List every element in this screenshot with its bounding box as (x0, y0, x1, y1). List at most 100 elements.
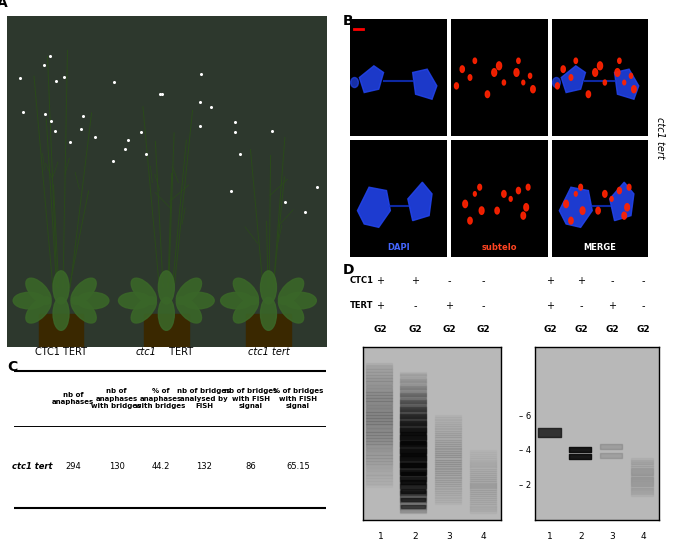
Text: G2: G2 (477, 325, 490, 334)
Ellipse shape (278, 278, 304, 304)
Ellipse shape (71, 278, 96, 304)
Ellipse shape (479, 207, 484, 214)
Ellipse shape (26, 278, 51, 304)
Ellipse shape (502, 191, 506, 197)
Polygon shape (413, 69, 437, 99)
Bar (39, 314, 84, 347)
Ellipse shape (261, 271, 276, 304)
Ellipse shape (278, 297, 304, 323)
Ellipse shape (158, 271, 175, 304)
Ellipse shape (77, 292, 109, 309)
Ellipse shape (350, 78, 359, 88)
Ellipse shape (131, 278, 156, 304)
Ellipse shape (485, 91, 490, 98)
Text: subtelo: subtelo (481, 243, 517, 253)
Text: B: B (343, 14, 354, 28)
Ellipse shape (627, 184, 631, 190)
Text: -: - (447, 276, 451, 286)
Ellipse shape (53, 271, 69, 304)
Ellipse shape (593, 69, 598, 76)
Text: ctc1: ctc1 (136, 347, 157, 357)
Ellipse shape (285, 292, 316, 309)
Text: +: + (445, 301, 453, 311)
Ellipse shape (561, 66, 566, 73)
Ellipse shape (555, 83, 559, 89)
Text: TERT: TERT (166, 347, 194, 357)
Text: +: + (411, 276, 419, 286)
Ellipse shape (53, 297, 69, 330)
Text: % of bridges
with FISH
signal: % of bridges with FISH signal (273, 388, 323, 409)
Text: DAPI: DAPI (387, 243, 409, 253)
Text: 1: 1 (547, 532, 553, 541)
Text: -: - (642, 276, 645, 286)
Text: +: + (546, 301, 554, 311)
Text: 2: 2 (579, 532, 584, 541)
Text: G2: G2 (543, 325, 557, 334)
Ellipse shape (569, 75, 573, 80)
Ellipse shape (496, 62, 502, 70)
Ellipse shape (492, 69, 496, 76)
Ellipse shape (531, 86, 535, 93)
Text: nb of bridges
analysed by
FISH: nb of bridges analysed by FISH (177, 388, 231, 409)
Text: +: + (546, 276, 554, 286)
Ellipse shape (13, 292, 45, 309)
Ellipse shape (615, 69, 620, 76)
Ellipse shape (473, 58, 477, 63)
Ellipse shape (629, 73, 633, 79)
Ellipse shape (528, 73, 532, 79)
Ellipse shape (526, 184, 530, 190)
Ellipse shape (618, 58, 621, 63)
Text: 86: 86 (246, 462, 257, 472)
Text: ctc1 tert: ctc1 tert (248, 347, 289, 357)
Polygon shape (408, 182, 432, 221)
Text: 44.2: 44.2 (151, 462, 170, 472)
Ellipse shape (454, 83, 458, 89)
Text: G2: G2 (636, 325, 650, 334)
Text: G2: G2 (373, 325, 387, 334)
Text: 4: 4 (640, 532, 646, 541)
Text: -: - (642, 301, 645, 311)
Ellipse shape (625, 204, 629, 211)
Ellipse shape (569, 217, 573, 224)
Text: -: - (413, 301, 417, 311)
Text: D: D (343, 263, 354, 277)
Ellipse shape (158, 297, 175, 330)
Ellipse shape (460, 66, 464, 73)
Ellipse shape (177, 278, 202, 304)
Ellipse shape (118, 292, 151, 309)
Ellipse shape (598, 62, 602, 70)
Text: G2: G2 (408, 325, 422, 334)
Ellipse shape (495, 207, 499, 214)
Text: TERT: TERT (350, 301, 373, 310)
Ellipse shape (131, 297, 156, 323)
Text: -: - (579, 301, 583, 311)
Text: – 6: – 6 (519, 412, 532, 421)
Ellipse shape (502, 80, 506, 85)
Ellipse shape (261, 297, 276, 330)
Polygon shape (357, 187, 390, 227)
Ellipse shape (473, 192, 476, 196)
Ellipse shape (234, 297, 259, 323)
Text: +: + (577, 276, 585, 286)
Ellipse shape (596, 207, 600, 214)
Text: +: + (376, 301, 384, 311)
Ellipse shape (580, 207, 585, 214)
Ellipse shape (603, 191, 607, 197)
Polygon shape (562, 66, 585, 93)
Text: ctc1 tert: ctc1 tert (12, 462, 52, 472)
Text: 132: 132 (196, 462, 212, 472)
Ellipse shape (610, 197, 613, 201)
Text: CTC1 TERT: CTC1 TERT (35, 347, 87, 357)
Text: 130: 130 (109, 462, 124, 472)
Text: ctc1 tert: ctc1 tert (655, 117, 665, 159)
Text: 294: 294 (65, 462, 81, 472)
Ellipse shape (623, 80, 625, 85)
Ellipse shape (517, 58, 520, 63)
Polygon shape (614, 69, 639, 99)
Text: G2: G2 (574, 325, 588, 334)
Ellipse shape (177, 297, 202, 323)
Ellipse shape (463, 201, 468, 208)
Text: +: + (376, 276, 384, 286)
Text: – 4: – 4 (519, 447, 532, 455)
Text: MERGE: MERGE (583, 243, 617, 253)
